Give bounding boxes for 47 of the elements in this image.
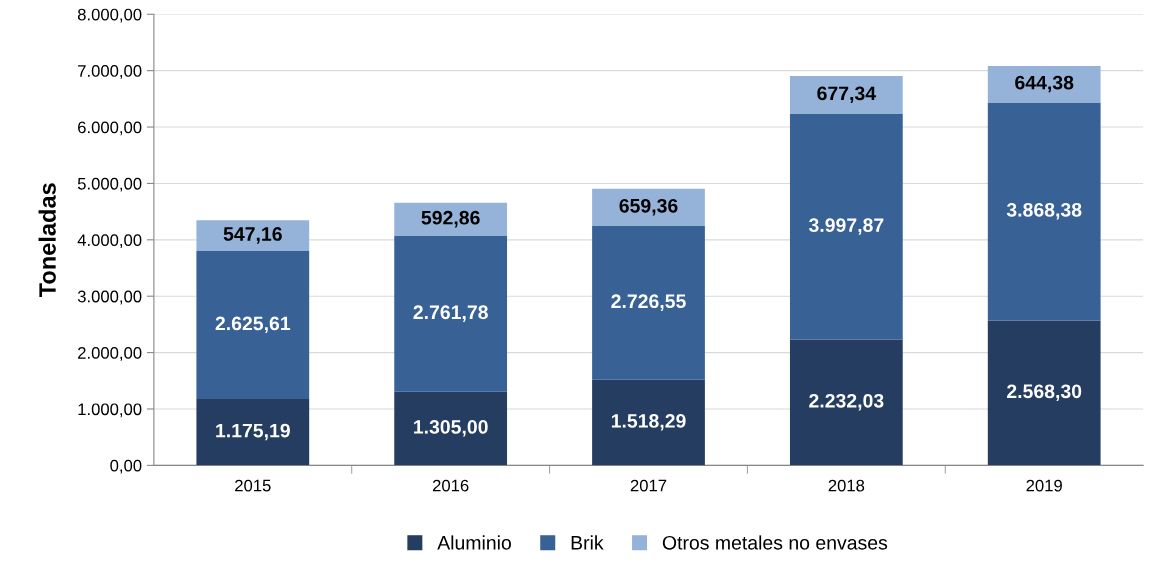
bar — [789, 339, 903, 466]
bar — [592, 188, 705, 227]
x-tick-label: 2019 — [1026, 479, 1062, 492]
y-tick-label: 2.000,00 — [78, 346, 142, 361]
data-label: 1.518,29 — [611, 414, 686, 431]
bar — [987, 102, 1101, 321]
x-tick-label: 2016 — [432, 479, 469, 492]
data-label: 677,34 — [817, 86, 876, 104]
data-label: 592,86 — [421, 210, 480, 228]
bar — [394, 236, 508, 392]
data-label: 1.175,19 — [216, 423, 290, 441]
bar — [987, 320, 1101, 466]
data-label: 2.625,61 — [215, 316, 291, 334]
data-label: 547,16 — [223, 227, 282, 244]
legend-label: Aluminio — [437, 535, 511, 550]
data-label: 2.761,78 — [413, 305, 488, 322]
data-label: 3.868,38 — [1006, 202, 1082, 220]
bar — [196, 399, 310, 466]
y-tick-label: 6.000,00 — [78, 121, 142, 136]
data-label: 2.726,55 — [611, 294, 686, 311]
bar — [987, 66, 1101, 103]
bar — [592, 226, 705, 380]
x-tick-label: 2015 — [235, 479, 271, 492]
legend-label: Otros metales no envases — [662, 535, 888, 550]
bar — [789, 75, 903, 115]
bar — [789, 114, 903, 340]
x-tick-label: 2017 — [630, 479, 667, 492]
data-label: 1.305,00 — [414, 420, 488, 437]
y-tick-label: 3.000,00 — [77, 290, 142, 305]
bar — [592, 379, 705, 466]
data-label: 659,36 — [619, 198, 678, 216]
y-axis-title: Toneladas — [38, 183, 56, 298]
y-tick-label: 7.000,00 — [78, 65, 142, 79]
bar — [196, 251, 310, 400]
data-label: 644,38 — [1015, 75, 1074, 93]
y-tick-label: 0,00 — [110, 459, 142, 474]
legend-label: Brik — [571, 535, 604, 550]
y-tick-label: 5.000,00 — [77, 177, 142, 192]
data-label: 3.997,87 — [808, 218, 884, 235]
x-tick-label: 2018 — [828, 479, 865, 492]
y-tick-label: 1.000,00 — [78, 403, 142, 418]
bar — [196, 220, 310, 252]
y-tick-label: 8.000,00 — [77, 8, 142, 23]
y-tick-label: 4.000,00 — [77, 234, 142, 248]
bar — [394, 391, 508, 466]
data-label: 2.568,30 — [1007, 384, 1082, 401]
data-label: 2.232,03 — [809, 393, 884, 411]
